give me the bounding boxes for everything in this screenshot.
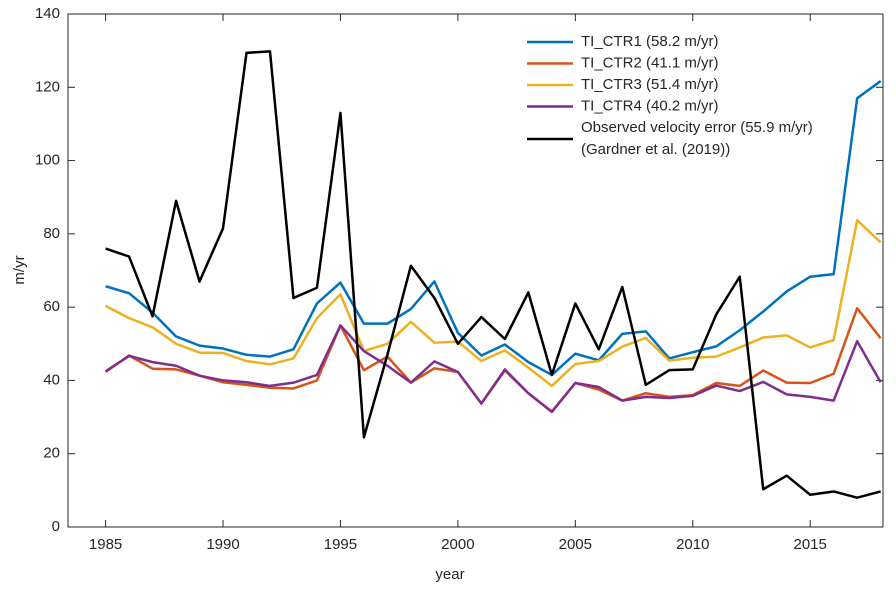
x-tick-label: 1995	[324, 536, 357, 553]
series-line	[105, 80, 882, 377]
series-line	[105, 50, 881, 499]
x-tick-label: 2000	[441, 536, 474, 553]
x-tick-label: 1985	[89, 536, 122, 553]
y-tick-label: 140	[35, 5, 60, 22]
legend-label: TI_CTR2 (41.1 m/yr)	[581, 54, 719, 71]
y-tick-label: 120	[35, 78, 60, 95]
x-tick-label: 2015	[794, 536, 827, 553]
legend-label: TI_CTR1 (58.2 m/yr)	[581, 33, 719, 50]
y-tick-label: 60	[43, 298, 60, 315]
legend-label: Observed velocity error (55.9 m/yr)	[581, 119, 813, 136]
legend-label: TI_CTR3 (51.4 m/yr)	[581, 76, 719, 93]
legend-label: TI_CTR4 (40.2 m/yr)	[581, 97, 719, 114]
y-tick-label: 80	[43, 225, 60, 242]
y-axis-label: m/yr	[11, 255, 28, 284]
legend-note: (Gardner et al. (2019))	[581, 141, 730, 158]
y-tick-label: 100	[35, 152, 60, 169]
x-tick-label: 1990	[206, 536, 239, 553]
y-tick-label: 20	[43, 445, 60, 462]
y-tick-label: 40	[43, 371, 60, 388]
series-line	[104, 306, 882, 413]
x-axis-label: year	[435, 566, 464, 583]
x-tick-label: 2005	[559, 536, 592, 553]
y-tick-label: 0	[52, 518, 60, 535]
series-line	[105, 219, 882, 388]
axes-box	[67, 13, 884, 528]
x-tick-label: 2010	[676, 536, 709, 553]
